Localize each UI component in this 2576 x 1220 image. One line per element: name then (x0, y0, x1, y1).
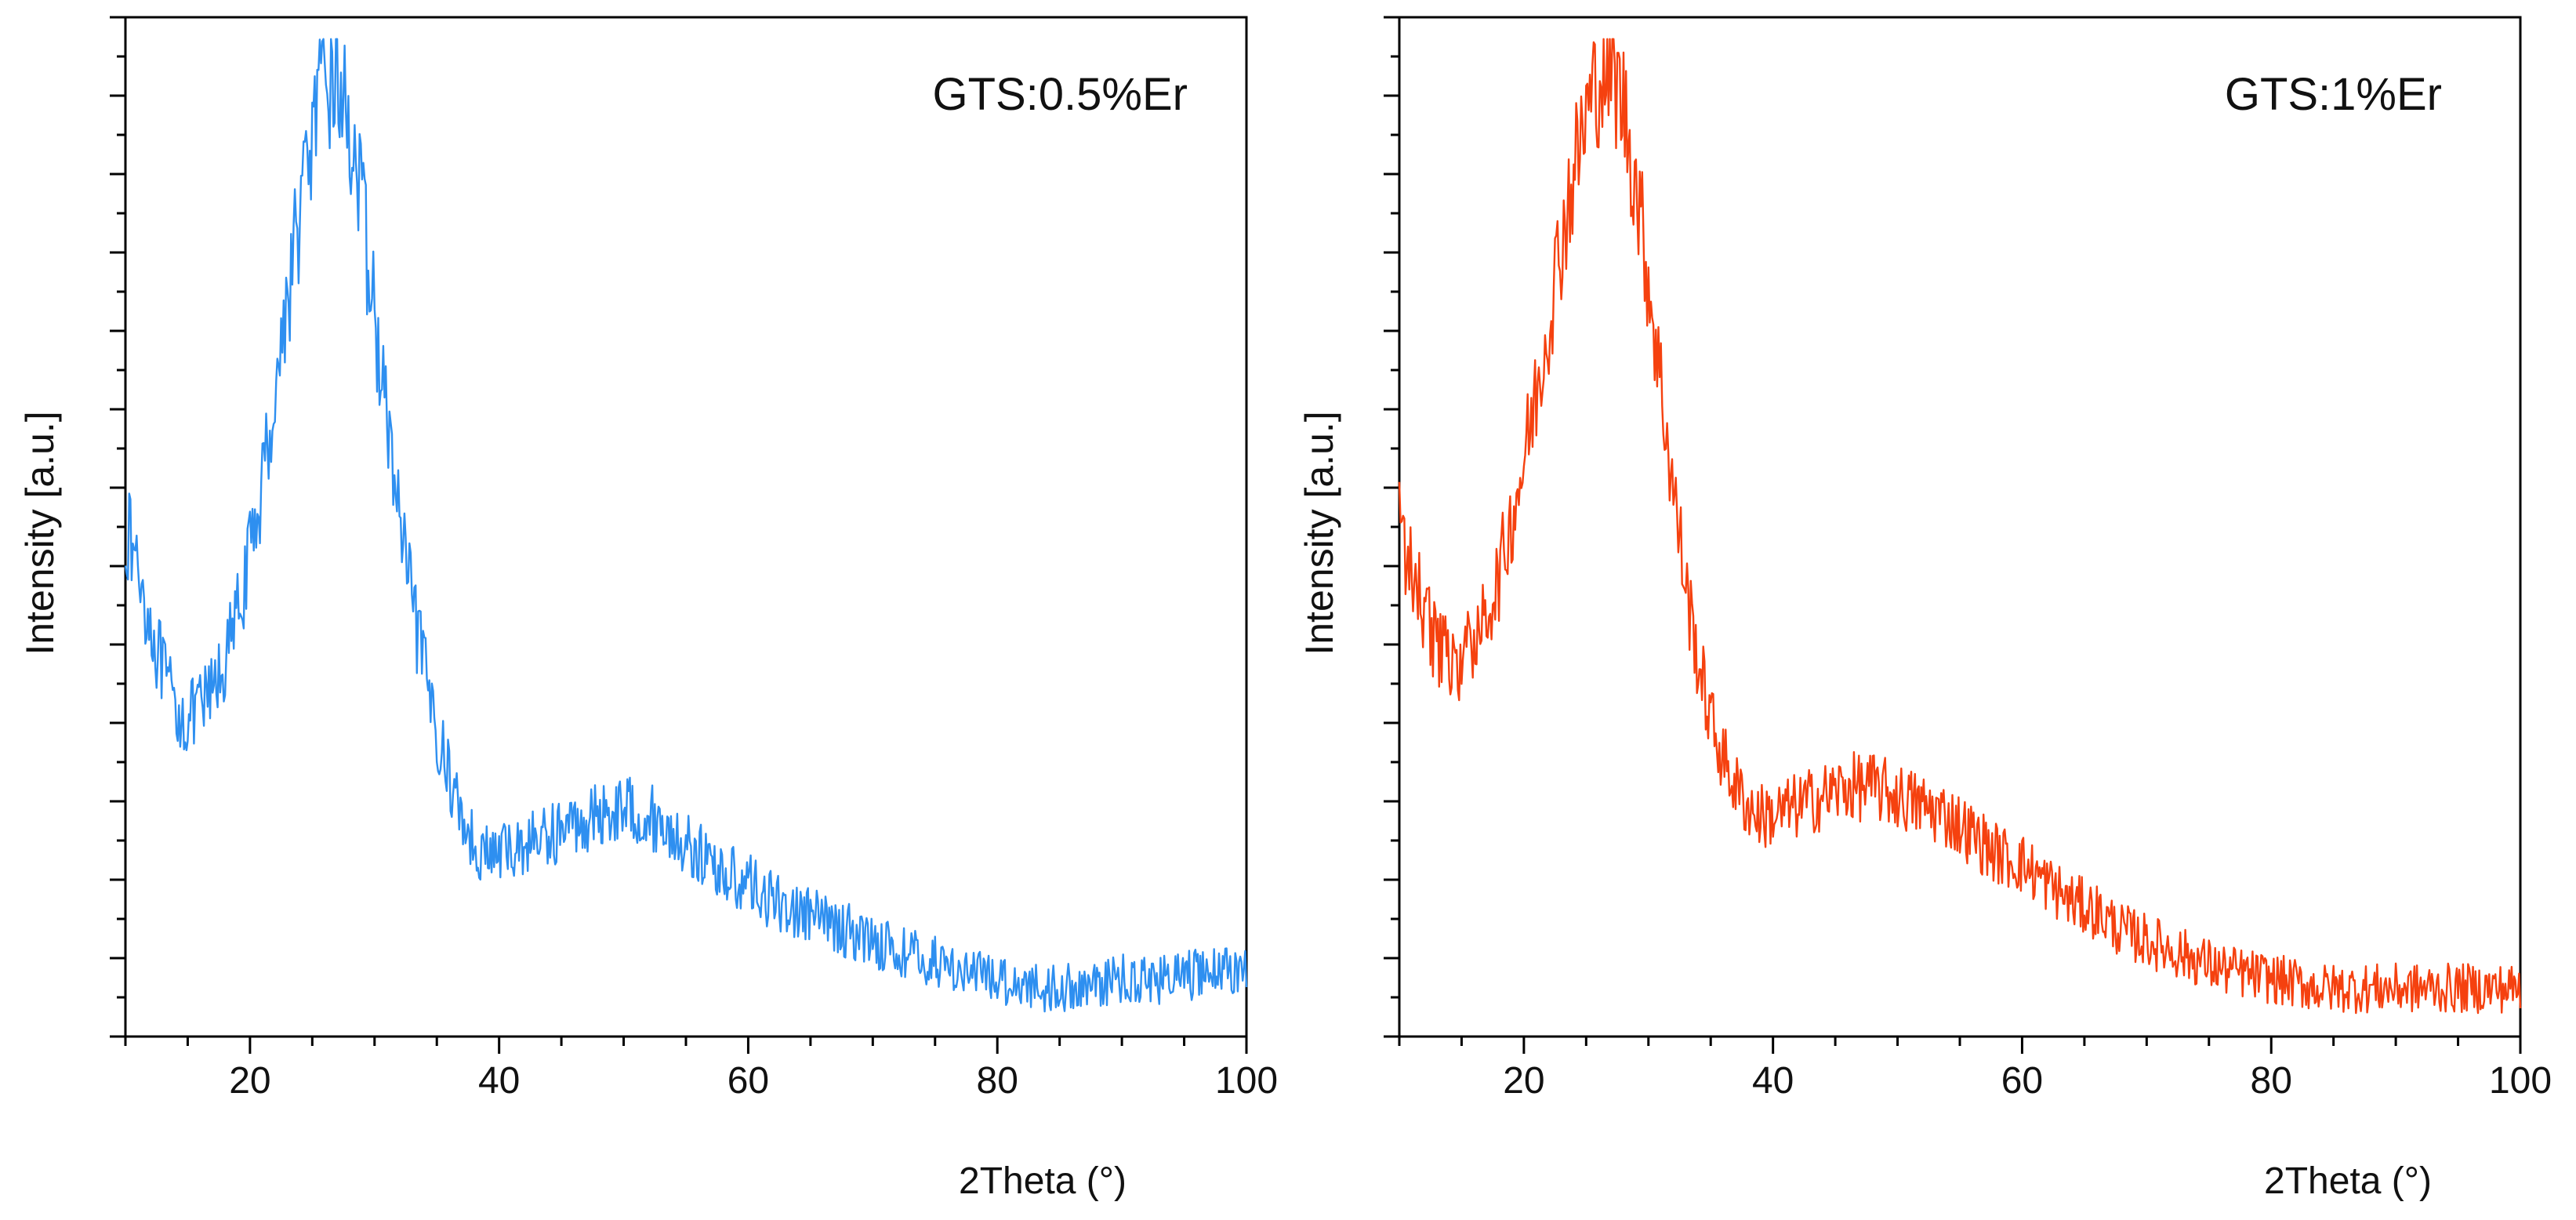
plot-frame-left (124, 16, 1248, 1038)
x-tick-label: 100 (1215, 1060, 1278, 1102)
series-line-right (1398, 38, 2522, 1015)
chart-left: 20 40 60 80 100 GTS:0.5%Er 2Theta (°) Intens… (18, 16, 1278, 1202)
y-axis-label-right: Intensity [a.u.] (1297, 411, 1341, 655)
x-tick-labels-left: 20 40 60 80 100 (229, 1060, 1278, 1102)
x-tick-label: 60 (727, 1060, 769, 1102)
x-tick-label: 40 (478, 1060, 520, 1102)
chart-title-left: GTS:0.5%Er (932, 69, 1188, 120)
x-tick-labels-right: 20 40 60 80 100 (1503, 1060, 2552, 1102)
chart-title-right: GTS:1%Er (2225, 69, 2442, 120)
chart-right: 20 40 60 80 100 GTS:1%Er 2Theta (°) Intensit… (1297, 16, 2552, 1202)
x-tick-label: 60 (2001, 1060, 2043, 1102)
x-tick-label: 100 (2489, 1060, 2552, 1102)
x-axis-label-left: 2Theta (°) (959, 1160, 1127, 1202)
x-tick-label: 80 (977, 1060, 1018, 1102)
y-axis-label-left: Intensity [a.u.] (18, 411, 62, 655)
x-tick-label: 80 (2251, 1060, 2292, 1102)
x-axis-label-right: 2Theta (°) (2264, 1160, 2432, 1202)
x-tick-label: 40 (1752, 1060, 1794, 1102)
series-line-left (124, 38, 1248, 1013)
axis-ticks-left (110, 16, 1248, 1054)
plot-frame-right (1398, 16, 2522, 1038)
x-tick-label: 20 (1503, 1060, 1544, 1102)
axis-ticks-right (1384, 16, 2522, 1054)
x-tick-label: 20 (229, 1060, 270, 1102)
